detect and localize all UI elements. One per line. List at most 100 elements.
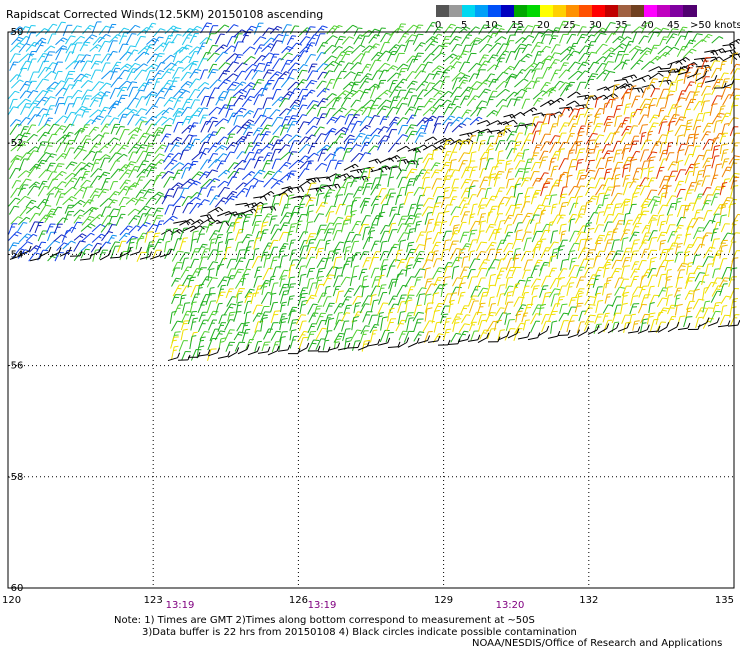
wind-barb-shaft bbox=[128, 115, 134, 126]
wind-barb-shaft bbox=[18, 171, 26, 178]
wind-barb-feather bbox=[311, 295, 317, 296]
wind-barb bbox=[251, 293, 259, 304]
wind-barb bbox=[165, 26, 178, 34]
wind-barb-feather bbox=[366, 176, 368, 180]
wind-barb bbox=[378, 141, 387, 151]
wind-barb-feather bbox=[259, 63, 265, 64]
wind-barb bbox=[197, 234, 205, 243]
wind-barb-shaft bbox=[236, 183, 244, 190]
wind-barb-feather bbox=[352, 211, 357, 212]
wind-barb-shaft bbox=[99, 26, 106, 35]
wind-barb-feather bbox=[85, 42, 90, 43]
wind-barb-feather bbox=[383, 265, 388, 266]
wind-barb-shaft bbox=[28, 52, 32, 61]
wind-barb-shaft bbox=[11, 188, 18, 198]
wind-barb bbox=[407, 318, 414, 331]
wind-barb bbox=[271, 331, 281, 340]
wind-barb-shaft bbox=[235, 203, 246, 205]
wind-barb-feather bbox=[302, 335, 306, 336]
wind-barb-shaft bbox=[161, 134, 166, 142]
wind-barb bbox=[254, 23, 263, 34]
wind-barb-shaft bbox=[93, 250, 96, 261]
wind-barb-feather bbox=[34, 186, 39, 187]
wind-barb-shaft bbox=[174, 305, 179, 316]
wind-barb-feather bbox=[142, 117, 147, 118]
wind-barb-shaft bbox=[242, 222, 244, 233]
wind-barb-feather bbox=[131, 200, 135, 202]
wind-barb-feather bbox=[145, 206, 149, 208]
wind-barb-feather bbox=[332, 128, 336, 130]
wind-barb-shaft bbox=[234, 55, 238, 63]
wind-barb bbox=[377, 175, 387, 188]
wind-barb-feather bbox=[346, 337, 352, 338]
wind-barb-feather bbox=[266, 280, 271, 281]
wind-barb-feather bbox=[330, 64, 334, 66]
wind-barb-feather bbox=[393, 107, 399, 108]
wind-barb bbox=[335, 161, 343, 170]
wind-barb bbox=[234, 116, 243, 126]
wind-barb-feather bbox=[72, 178, 77, 180]
wind-barb-feather bbox=[331, 119, 335, 120]
wind-barb-feather bbox=[176, 28, 182, 29]
wind-barb bbox=[101, 158, 111, 168]
wind-barb-feather bbox=[394, 90, 398, 91]
wind-barb-feather bbox=[88, 81, 93, 83]
wind-barb bbox=[317, 81, 327, 89]
wind-barb-feather bbox=[309, 205, 314, 206]
wind-barb-shaft bbox=[279, 232, 283, 240]
wind-barb-feather bbox=[114, 200, 118, 201]
wind-barb bbox=[255, 115, 267, 124]
wind-barb bbox=[387, 130, 397, 142]
wind-barb-shaft bbox=[350, 169, 359, 171]
wind-barb-feather bbox=[264, 283, 268, 284]
wind-barb-feather bbox=[274, 136, 279, 137]
wind-barb-feather bbox=[124, 236, 127, 237]
wind-barb-feather bbox=[53, 24, 57, 25]
wind-barb-feather bbox=[199, 172, 204, 174]
wind-barb bbox=[27, 134, 37, 141]
wind-barb-feather bbox=[339, 26, 343, 27]
wind-barb-feather bbox=[310, 279, 314, 280]
wind-barb bbox=[65, 71, 75, 80]
wind-barb-feather bbox=[228, 232, 232, 233]
wind-barb-feather bbox=[305, 30, 308, 31]
wind-barb-shaft bbox=[398, 125, 402, 134]
wind-barb bbox=[243, 57, 255, 65]
wind-barb-shaft bbox=[305, 55, 311, 64]
wind-barb bbox=[270, 216, 278, 226]
wind-barb bbox=[137, 151, 148, 162]
wind-barb-feather bbox=[365, 304, 369, 305]
wind-barb-feather bbox=[385, 63, 390, 65]
wind-barb-shaft bbox=[270, 323, 273, 333]
wind-barb-feather bbox=[379, 316, 382, 317]
wind-barb-shaft bbox=[343, 329, 346, 341]
wind-barb-feather bbox=[238, 305, 242, 306]
wind-barb-shaft bbox=[254, 23, 259, 34]
wind-barb-feather bbox=[332, 94, 336, 96]
wind-barb-feather bbox=[277, 26, 282, 28]
wind-barb-feather bbox=[212, 170, 218, 172]
wind-barb-shaft bbox=[325, 287, 327, 296]
wind-barb-shaft bbox=[98, 189, 104, 198]
wind-barb-shaft bbox=[253, 128, 258, 136]
wind-barb bbox=[198, 82, 209, 88]
wind-barb-feather bbox=[357, 330, 362, 331]
wind-barb-shaft bbox=[110, 161, 116, 171]
wind-barb bbox=[173, 170, 183, 180]
wind-barb bbox=[360, 125, 371, 132]
wind-barb bbox=[335, 52, 346, 63]
wind-barb-feather bbox=[61, 40, 65, 42]
wind-barb-shaft bbox=[10, 168, 16, 178]
wind-barb-feather bbox=[70, 164, 75, 165]
wind-barb-feather bbox=[123, 189, 127, 190]
wind-barb-feather bbox=[218, 264, 224, 265]
wind-barb bbox=[351, 100, 361, 107]
wind-barb-feather bbox=[338, 217, 343, 218]
wind-barb-feather bbox=[124, 197, 130, 198]
wind-barb-shaft bbox=[315, 163, 321, 170]
wind-barb-feather bbox=[43, 79, 49, 80]
wind-barb-feather bbox=[403, 118, 408, 120]
wind-barb-shaft bbox=[380, 117, 384, 125]
wind-barb-feather bbox=[345, 91, 350, 93]
wind-barb-feather bbox=[89, 163, 94, 165]
